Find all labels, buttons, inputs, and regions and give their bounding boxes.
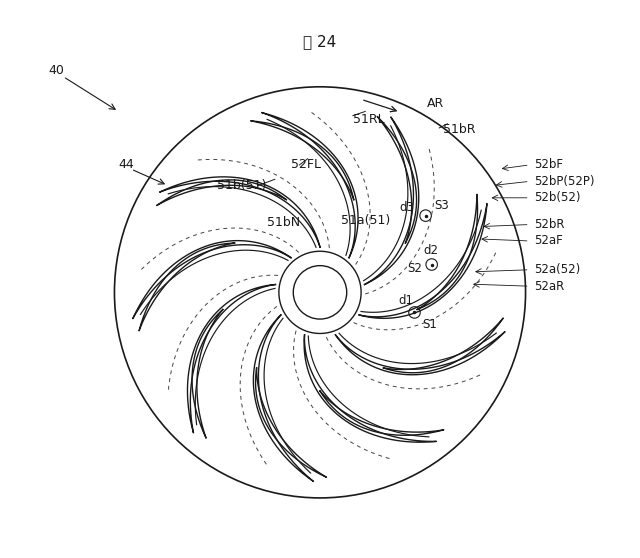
Text: 52aR: 52aR — [534, 280, 564, 293]
Text: 52bF: 52bF — [534, 158, 563, 171]
Text: S1: S1 — [423, 318, 438, 331]
Text: d1: d1 — [398, 294, 413, 306]
Text: 51a(51): 51a(51) — [340, 214, 390, 227]
Text: 52bR: 52bR — [534, 218, 564, 231]
Text: 51bR: 51bR — [444, 123, 476, 137]
Text: AR: AR — [427, 97, 444, 110]
Text: S3: S3 — [434, 199, 449, 212]
Text: d3: d3 — [399, 201, 413, 214]
Text: 52aF: 52aF — [534, 234, 563, 247]
Text: 40: 40 — [49, 64, 65, 77]
Text: 52bP(52P): 52bP(52P) — [534, 175, 595, 188]
Text: S2: S2 — [407, 262, 422, 275]
Text: 52b(52): 52b(52) — [534, 191, 580, 204]
Text: 51b(51): 51b(51) — [217, 179, 267, 192]
Text: 52FL: 52FL — [291, 158, 321, 171]
Text: 51bN: 51bN — [266, 216, 300, 229]
Text: 51RL: 51RL — [353, 113, 385, 126]
Text: d2: d2 — [424, 244, 438, 257]
Text: 44: 44 — [118, 158, 134, 171]
Text: 52a(52): 52a(52) — [534, 263, 580, 276]
Text: 図 24: 図 24 — [303, 34, 337, 49]
